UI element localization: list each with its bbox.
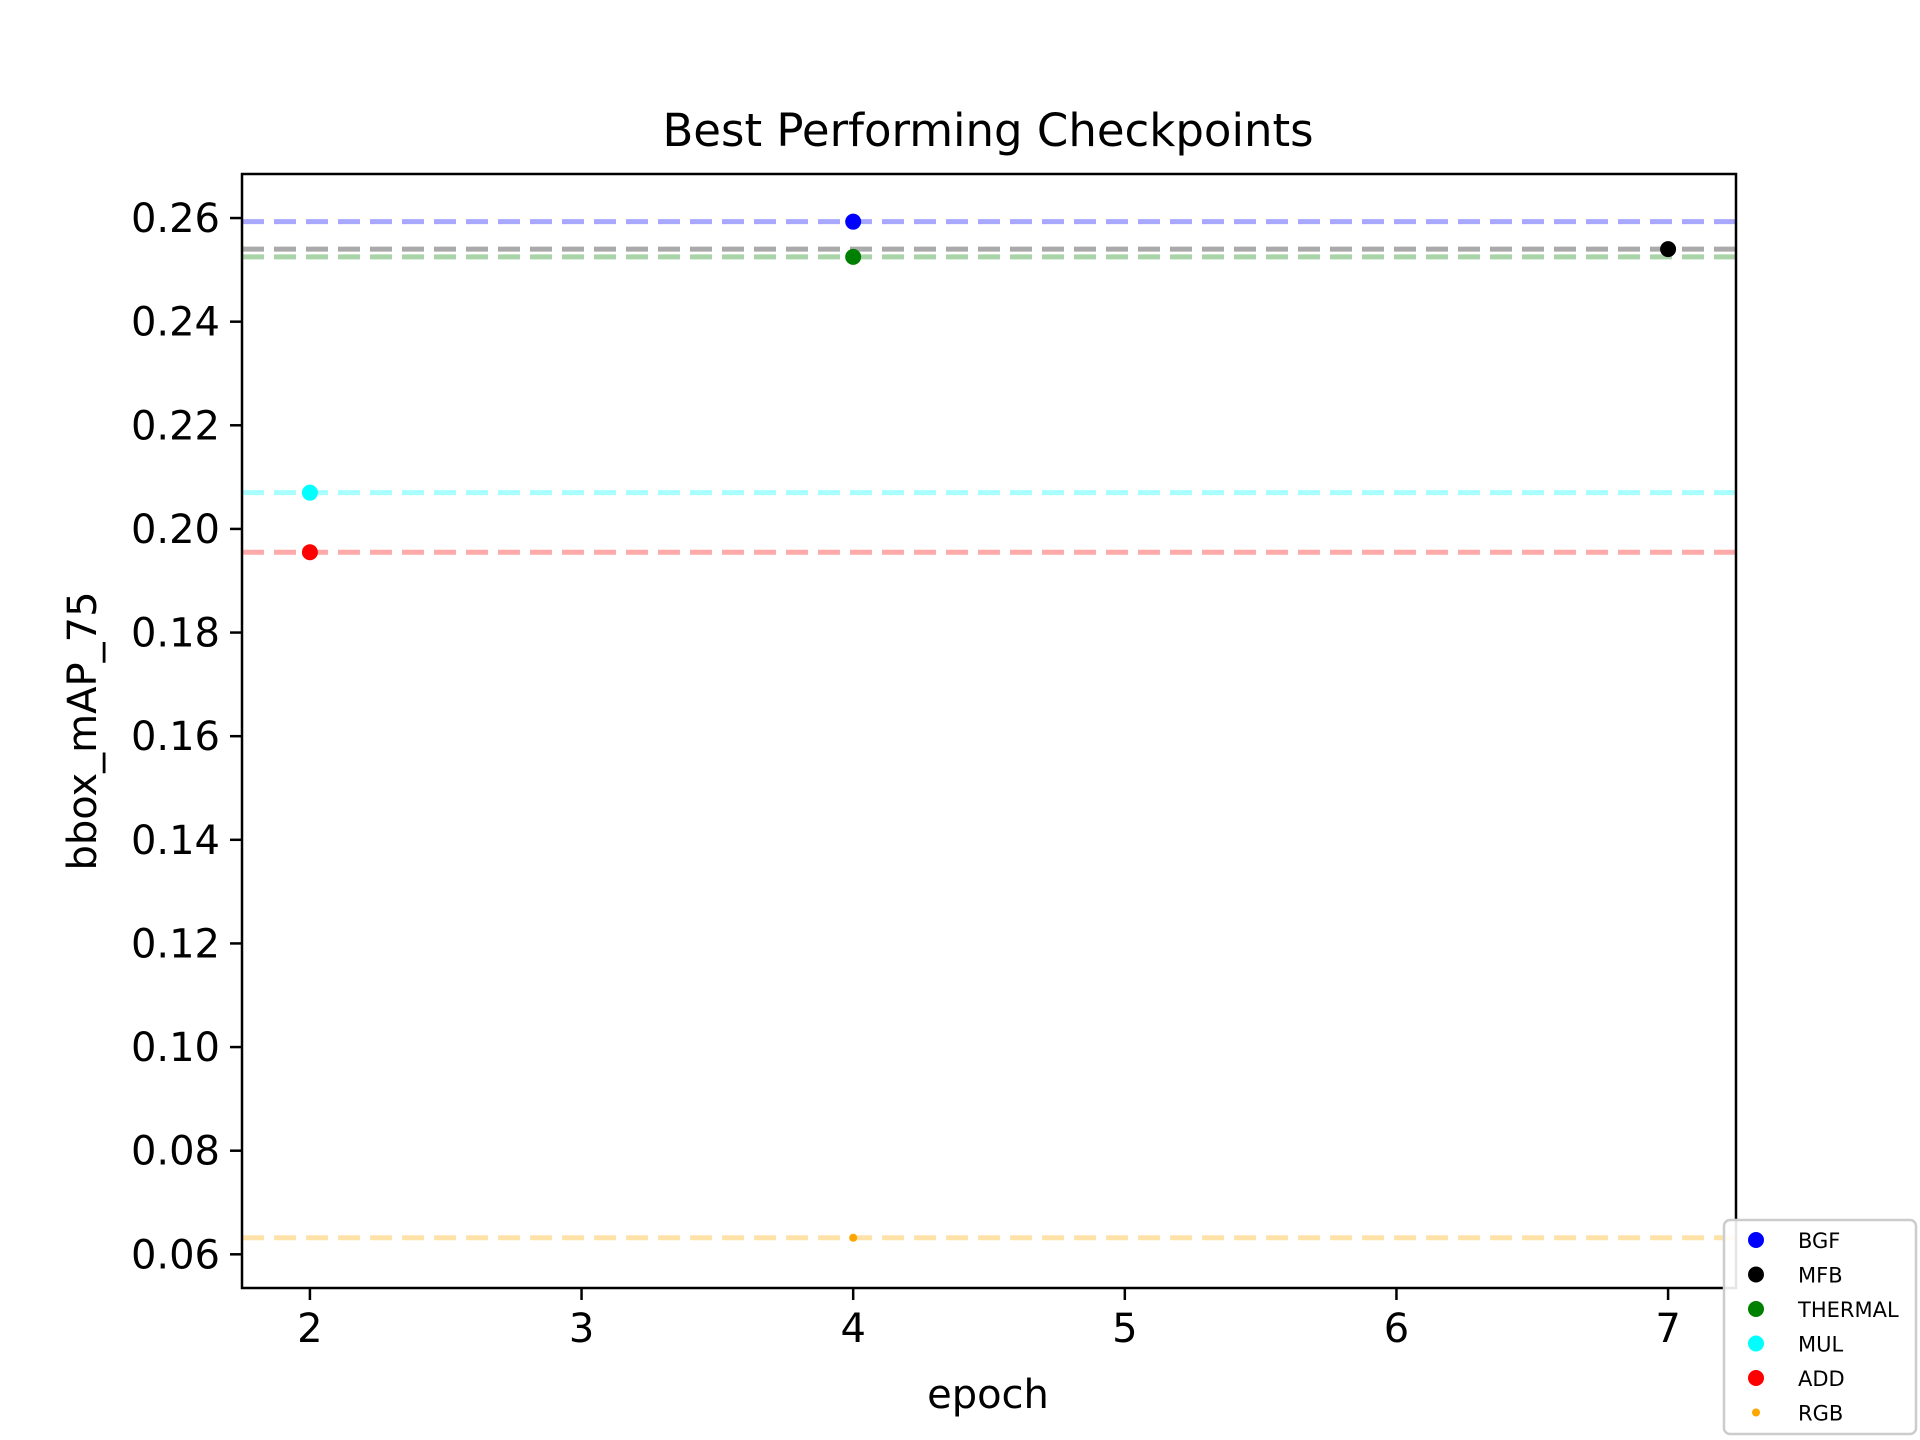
x-tick-label: 3 [569, 1306, 594, 1352]
data-point-bgf [845, 213, 862, 230]
reference-lines [242, 219, 1736, 1241]
x-tick-label: 2 [297, 1306, 322, 1352]
legend-marker-rgb [1752, 1408, 1760, 1417]
x-tick-label: 7 [1655, 1306, 1680, 1352]
data-point-mfb [1660, 241, 1677, 258]
x-tick-label: 5 [1112, 1306, 1137, 1352]
legend-box [1722, 1218, 1918, 1436]
y-tick-label: 0.10 [131, 1025, 220, 1071]
legend-label-mul: MUL [1798, 1333, 1843, 1357]
legend-marker-bgf [1748, 1232, 1764, 1248]
plot-area-frame [240, 172, 1738, 1290]
y-tick-label: 0.16 [131, 714, 220, 760]
legend-label-thermal: THERMAL [1797, 1298, 1899, 1322]
legend-marker-mfb [1748, 1266, 1764, 1283]
y-axis-label: bbox_mAP_75 [60, 591, 106, 870]
data-point-add [301, 544, 318, 561]
legend-marker-add [1748, 1370, 1764, 1386]
data-point-mul [301, 484, 318, 501]
y-tick-label: 0.22 [131, 403, 220, 449]
legend: BGF MFB THERMAL MUL ADD RGB [1722, 1218, 1918, 1436]
y-tick-label: 0.08 [131, 1129, 220, 1175]
y-tick-label: 0.24 [131, 300, 220, 346]
chart-title: Best Performing Checkpoints [662, 104, 1313, 157]
legend-marker-thermal [1748, 1301, 1764, 1317]
x-axis-label: epoch [927, 1372, 1049, 1418]
y-tick-label: 0.20 [131, 507, 220, 553]
y-tick-label: 0.06 [131, 1232, 220, 1278]
legend-label-bgf: BGF [1798, 1229, 1840, 1253]
x-axis-ticks: 2 3 4 5 6 7 [297, 1288, 1681, 1352]
data-points [301, 213, 1677, 1242]
x-tick-label: 6 [1384, 1306, 1409, 1352]
y-axis-ticks: 0.06 0.08 0.10 0.12 0.14 0.16 0.18 0.20 0.22 0.24… [131, 196, 242, 1278]
data-point-thermal [845, 248, 862, 265]
y-tick-label: 0.18 [131, 611, 220, 657]
x-tick-label: 4 [840, 1306, 865, 1352]
data-point-rgb [849, 1233, 858, 1242]
legend-label-rgb: RGB [1798, 1402, 1843, 1426]
y-tick-label: 0.26 [131, 196, 220, 242]
legend-label-mfb: MFB [1798, 1264, 1843, 1288]
legend-marker-mul [1748, 1335, 1764, 1352]
y-tick-label: 0.12 [131, 921, 220, 967]
y-tick-label: 0.14 [131, 818, 220, 864]
legend-label-add: ADD [1798, 1367, 1845, 1391]
